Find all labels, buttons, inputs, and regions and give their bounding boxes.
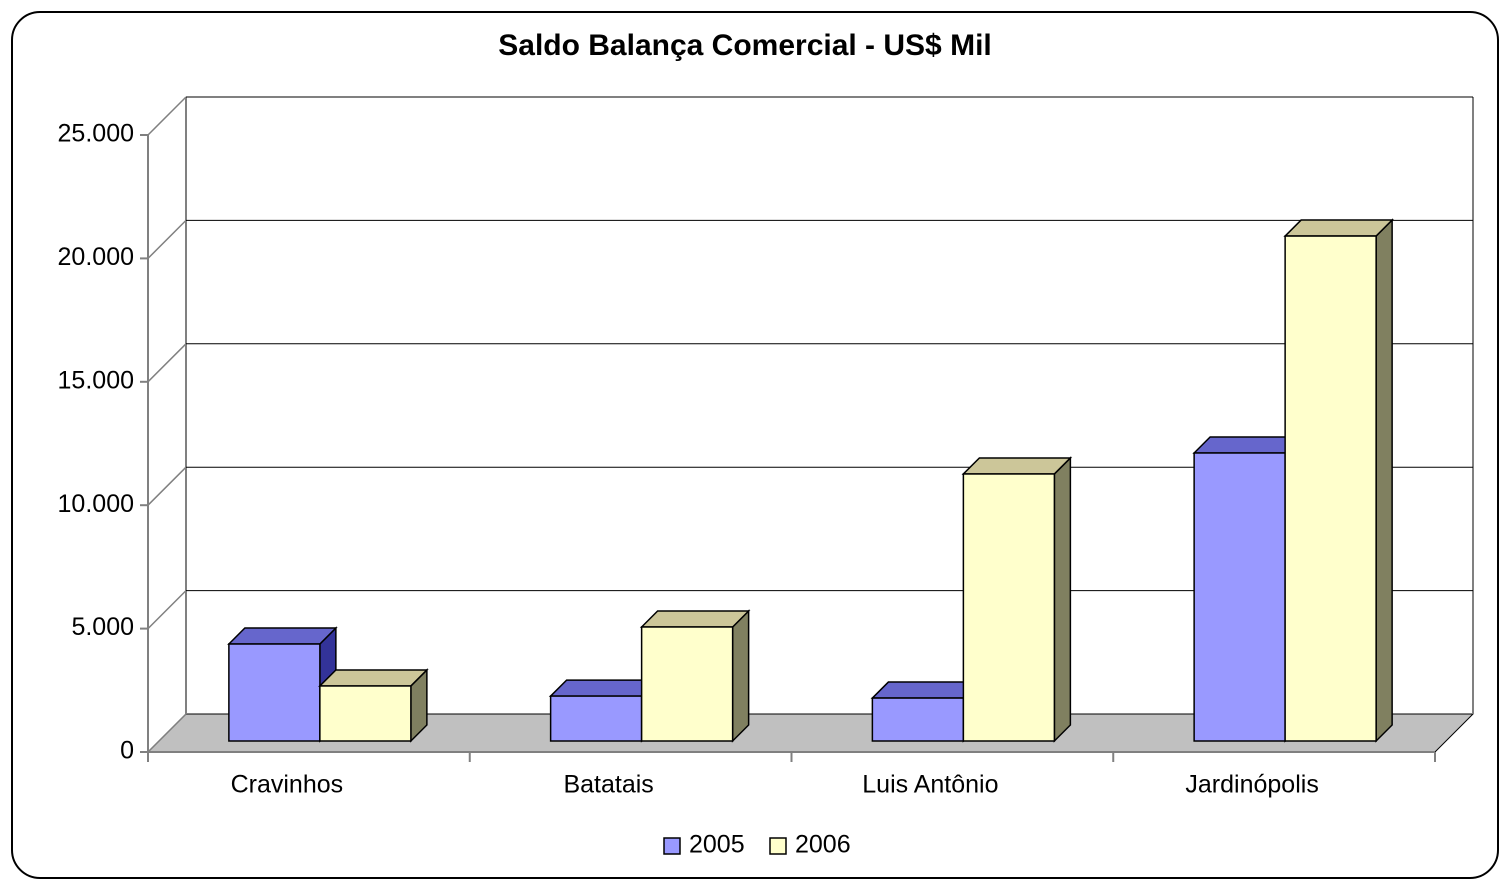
y-tick-label: 10.000 (58, 490, 134, 518)
x-tick-label: Batatais (563, 771, 653, 799)
bar (871, 697, 965, 742)
bar (1284, 235, 1377, 742)
grid-line (147, 219, 187, 259)
bar (319, 685, 412, 742)
bar-top (961, 457, 1073, 475)
legend-label: 2006 (795, 831, 851, 859)
y-tick-label: 25.000 (58, 120, 134, 148)
legend-swatch (769, 837, 787, 855)
y-tick-label: 15.000 (58, 366, 134, 394)
bar-side (731, 609, 750, 743)
legend-swatch (663, 837, 681, 855)
bar (1193, 452, 1286, 742)
chart-frame (11, 11, 1499, 879)
bar-top (639, 610, 751, 628)
bar (640, 626, 734, 742)
grid-line (147, 466, 187, 506)
y-tick-label: 20.000 (58, 243, 134, 271)
bar (228, 643, 321, 742)
chart-title: Saldo Balança Comercial - US$ Mil (498, 29, 992, 62)
x-tick-label: Luis Antônio (862, 771, 998, 799)
bar-top (1283, 219, 1394, 237)
grid-line (147, 343, 187, 383)
legend-label: 2005 (689, 831, 745, 859)
grid-line (147, 96, 187, 136)
bar-side (1053, 456, 1072, 743)
bar (549, 695, 643, 742)
y-tick-label: 0 (120, 737, 134, 765)
bar (962, 473, 1056, 742)
x-tick-label: Cravinhos (231, 771, 344, 799)
x-tick-label: Jardinópolis (1185, 771, 1318, 799)
grid-line (147, 590, 187, 630)
bar-top (227, 627, 338, 645)
bar-side (1375, 218, 1393, 743)
y-tick-label: 5.000 (71, 613, 134, 641)
bar-top (318, 669, 429, 687)
grid-line (147, 713, 187, 753)
